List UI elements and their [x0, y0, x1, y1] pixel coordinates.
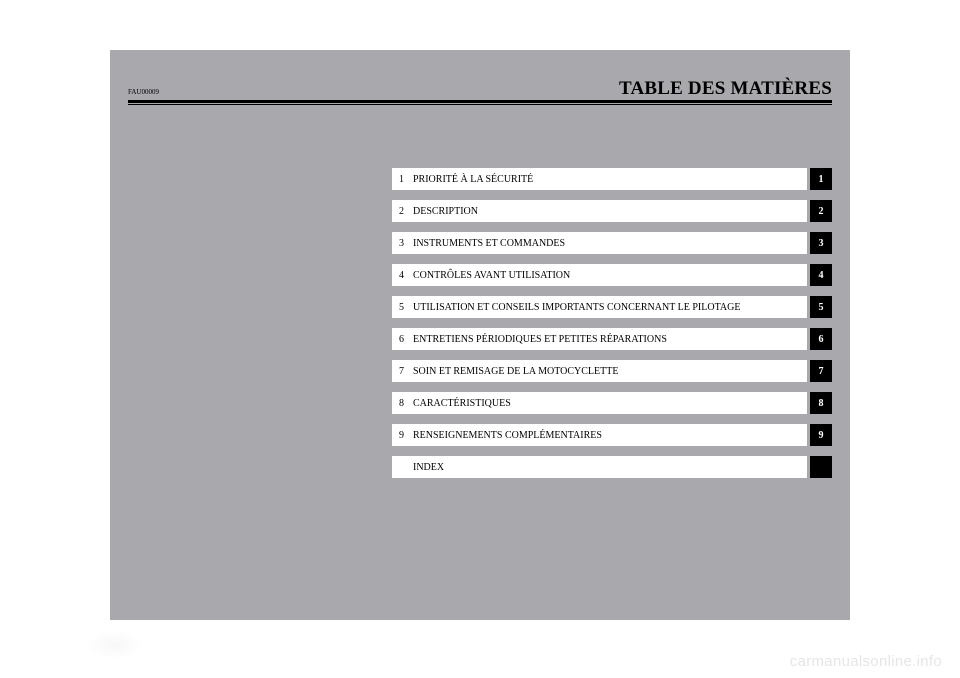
page-container: FAU00009 TABLE DES MATIÈRES 1 PRIORITÉ À…	[110, 50, 850, 620]
toc-label: 6 ENTRETIENS PÉRIODIQUES ET PETITES RÉPA…	[392, 328, 807, 350]
header-divider	[128, 100, 832, 105]
toc-item-number: 4	[399, 270, 413, 281]
toc-item-number: 3	[399, 238, 413, 249]
toc-tab: 5	[810, 296, 832, 318]
toc-row: 7 SOIN ET REMISAGE DE LA MOTOCYCLETTE 7	[392, 360, 832, 382]
divider-thick	[128, 100, 832, 103]
toc-item-title: UTILISATION ET CONSEILS IMPORTANTS CONCE…	[413, 302, 740, 313]
toc-item-number: 2	[399, 206, 413, 217]
toc-label: 8 CARACTÉRISTIQUES	[392, 392, 807, 414]
toc-tab: 6	[810, 328, 832, 350]
toc-item-title: CONTRÔLES AVANT UTILISATION	[413, 270, 570, 281]
toc-label: 5 UTILISATION ET CONSEILS IMPORTANTS CON…	[392, 296, 807, 318]
toc-item-number: 6	[399, 334, 413, 345]
toc-tab: 3	[810, 232, 832, 254]
toc-row: 8 CARACTÉRISTIQUES 8	[392, 392, 832, 414]
toc-item-title: PRIORITÉ À LA SÉCURITÉ	[413, 174, 533, 185]
toc-tab: 1	[810, 168, 832, 190]
document-code: FAU00009	[128, 88, 159, 96]
toc-item-title: CARACTÉRISTIQUES	[413, 398, 511, 409]
divider-thin	[128, 104, 832, 105]
toc-tab: 2	[810, 200, 832, 222]
toc-item-title: INSTRUMENTS ET COMMANDES	[413, 238, 565, 249]
toc-label: 7 SOIN ET REMISAGE DE LA MOTOCYCLETTE	[392, 360, 807, 382]
toc-row: 2 DESCRIPTION 2	[392, 200, 832, 222]
toc-row: 3 INSTRUMENTS ET COMMANDES 3	[392, 232, 832, 254]
toc-row: 5 UTILISATION ET CONSEILS IMPORTANTS CON…	[392, 296, 832, 318]
toc-item-number: 9	[399, 430, 413, 441]
toc-row: 9 RENSEIGNEMENTS COMPLÉMENTAIRES 9	[392, 424, 832, 446]
page-title: TABLE DES MATIÈRES	[619, 78, 832, 100]
toc-row: INDEX	[392, 456, 832, 478]
toc-tab: 9	[810, 424, 832, 446]
toc-label: INDEX	[392, 456, 807, 478]
toc-item-title: DESCRIPTION	[413, 206, 478, 217]
toc-tab	[810, 456, 832, 478]
toc-item-number: 7	[399, 366, 413, 377]
toc-item-number: 5	[399, 302, 413, 313]
toc-item-title: SOIN ET REMISAGE DE LA MOTOCYCLETTE	[413, 366, 618, 377]
toc-label: 2 DESCRIPTION	[392, 200, 807, 222]
watermark-text: carmanualsonline.info	[790, 653, 942, 670]
toc-label: 1 PRIORITÉ À LA SÉCURITÉ	[392, 168, 807, 190]
scan-smudge	[85, 630, 145, 660]
toc-tab: 4	[810, 264, 832, 286]
toc-tab: 8	[810, 392, 832, 414]
page-header: FAU00009 TABLE DES MATIÈRES	[128, 78, 832, 100]
toc-item-number: 1	[399, 174, 413, 185]
toc-row: 6 ENTRETIENS PÉRIODIQUES ET PETITES RÉPA…	[392, 328, 832, 350]
toc-tab: 7	[810, 360, 832, 382]
toc-item-number: 8	[399, 398, 413, 409]
toc-item-title: RENSEIGNEMENTS COMPLÉMENTAIRES	[413, 430, 602, 441]
toc-label: 9 RENSEIGNEMENTS COMPLÉMENTAIRES	[392, 424, 807, 446]
toc-label: 4 CONTRÔLES AVANT UTILISATION	[392, 264, 807, 286]
toc-list: 1 PRIORITÉ À LA SÉCURITÉ 1 2 DESCRIPTION…	[392, 168, 832, 488]
toc-label: 3 INSTRUMENTS ET COMMANDES	[392, 232, 807, 254]
toc-item-title: ENTRETIENS PÉRIODIQUES ET PETITES RÉPARA…	[413, 334, 667, 345]
toc-item-title: INDEX	[413, 462, 444, 473]
toc-row: 4 CONTRÔLES AVANT UTILISATION 4	[392, 264, 832, 286]
toc-row: 1 PRIORITÉ À LA SÉCURITÉ 1	[392, 168, 832, 190]
